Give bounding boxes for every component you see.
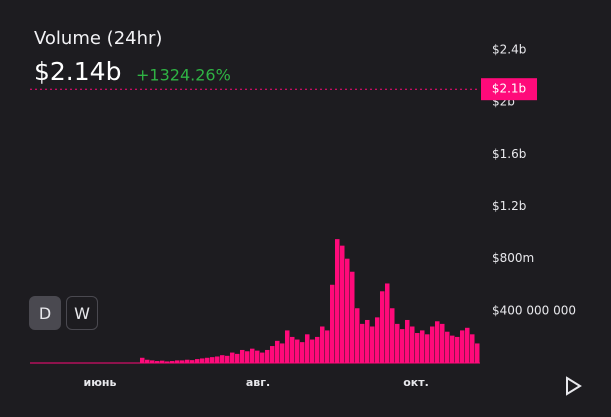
bar <box>375 317 380 363</box>
y-tick-label: $1.6b <box>492 147 526 161</box>
bar <box>310 339 315 363</box>
bar <box>440 323 445 363</box>
bar <box>330 284 335 363</box>
bar <box>445 331 450 363</box>
bar <box>470 334 475 363</box>
bar <box>305 334 310 363</box>
bar <box>335 239 340 363</box>
bar <box>355 308 360 363</box>
chart-title: Volume (24hr) <box>34 28 162 49</box>
bar <box>265 349 270 363</box>
bar <box>175 360 180 363</box>
range-button[interactable]: D <box>29 296 61 330</box>
bar <box>170 361 175 363</box>
bar <box>235 353 240 363</box>
bar <box>260 352 265 363</box>
y-tick-label: $1.2b <box>492 199 526 213</box>
bar <box>280 343 285 363</box>
bar <box>460 330 465 363</box>
bar <box>465 327 470 363</box>
bar <box>250 348 255 363</box>
bar <box>245 351 250 363</box>
bar <box>295 339 300 363</box>
bar <box>275 340 280 363</box>
bar <box>435 321 440 363</box>
bar <box>180 360 185 363</box>
bar <box>455 336 460 363</box>
bar <box>145 359 150 363</box>
bar <box>395 323 400 363</box>
bar <box>205 357 210 363</box>
bar <box>185 359 190 363</box>
bar <box>155 361 160 363</box>
bar <box>215 356 220 363</box>
bar <box>370 326 375 363</box>
price-label: $2.1b <box>492 82 526 96</box>
bar <box>475 343 480 363</box>
bar <box>345 258 350 363</box>
bar <box>165 361 170 363</box>
bar <box>290 336 295 363</box>
bar <box>200 358 205 363</box>
bar <box>240 349 245 363</box>
bar <box>400 329 405 363</box>
bar <box>320 326 325 363</box>
bar <box>195 359 200 363</box>
change-percent: +1324.26% <box>136 66 231 85</box>
bar <box>140 357 145 363</box>
bar <box>300 342 305 363</box>
bar <box>420 330 425 363</box>
bar <box>380 291 385 363</box>
bar <box>160 360 165 363</box>
play-button[interactable] <box>566 376 582 396</box>
bar <box>230 352 235 363</box>
bar <box>405 319 410 363</box>
bar <box>225 355 230 363</box>
bar <box>450 335 455 363</box>
bar <box>410 326 415 363</box>
bar <box>365 319 370 363</box>
bar <box>315 336 320 363</box>
bar <box>430 326 435 363</box>
price-label-box <box>481 78 537 101</box>
headline-value: $2.14b <box>34 57 121 86</box>
bar <box>255 350 260 363</box>
y-tick-label: $2.4b <box>492 43 526 57</box>
bar <box>390 308 395 363</box>
bar <box>190 360 195 363</box>
y-tick-label: $800m <box>492 251 534 265</box>
range-button[interactable]: W <box>66 296 98 330</box>
bar <box>425 334 430 363</box>
bar <box>210 357 215 363</box>
bar <box>340 245 345 363</box>
x-tick-label: авг. <box>246 376 270 389</box>
y-tick-label: $400 000 000 <box>492 303 576 317</box>
bar <box>220 355 225 363</box>
bar <box>270 346 275 363</box>
x-tick-label: окт. <box>403 376 429 389</box>
bar <box>385 283 390 363</box>
bar <box>350 271 355 363</box>
bar <box>325 330 330 363</box>
bar <box>150 360 155 363</box>
bar <box>360 323 365 363</box>
bar <box>285 330 290 363</box>
x-tick-label: июнь <box>84 376 117 389</box>
bar <box>415 333 420 363</box>
